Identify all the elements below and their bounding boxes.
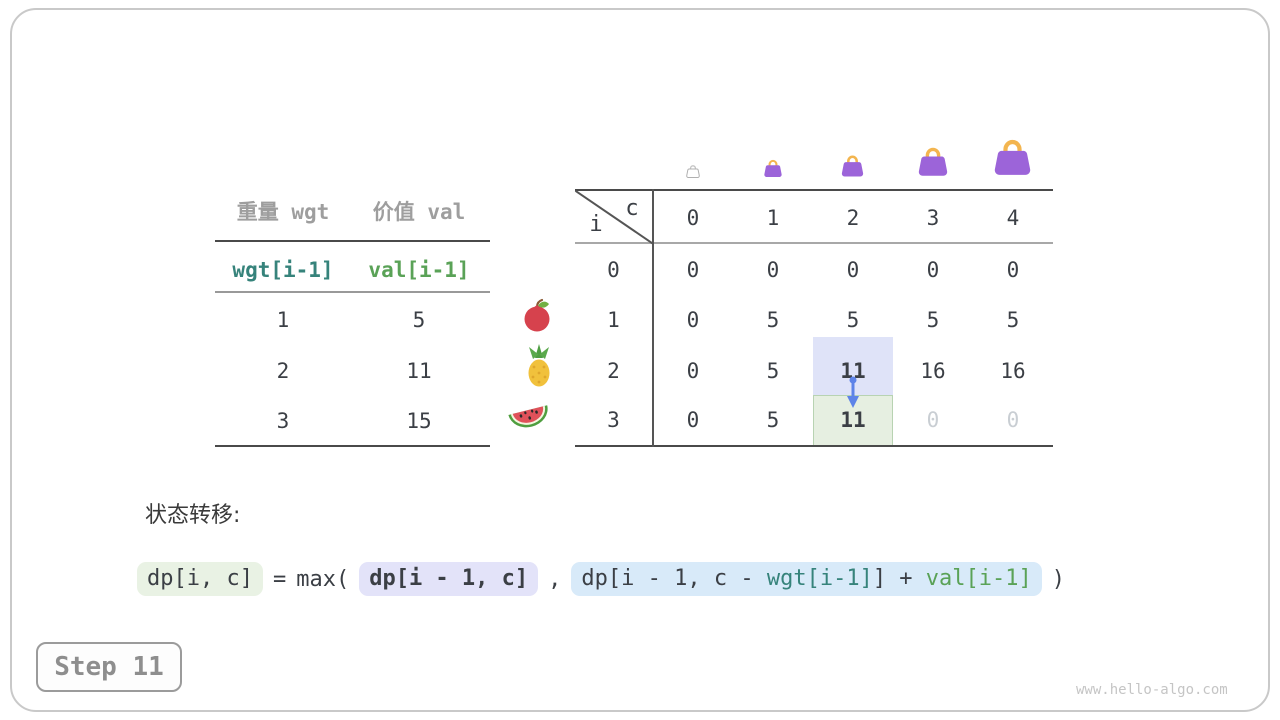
items-index-val: val[i-1] (368, 258, 470, 282)
dp-cell: 0 (686, 359, 700, 383)
dp-col-header: 1 (766, 205, 780, 230)
dp-cell: 0 (846, 258, 860, 282)
items-table-rule-mid (215, 291, 490, 293)
watermark: www.hello-algo.com (1076, 682, 1228, 698)
items-table-rule-top (215, 240, 490, 242)
bag-icon-capacity-2 (841, 155, 864, 177)
dp-rule-bottom (575, 445, 1053, 447)
formula-comma: , (548, 566, 562, 592)
dp-cell-uncomputed: 0 (926, 408, 940, 432)
formula-arg2-mid: ] + (872, 566, 926, 591)
dp-rule-top (575, 189, 1053, 191)
dp-col-header: 3 (926, 205, 940, 230)
formula-arg1: dp[i - 1, c] (359, 562, 539, 596)
formula-equals: = (272, 566, 287, 592)
formula-arg2-prefix: dp[i - 1, c - (581, 566, 767, 591)
formula-close-paren: ) (1051, 566, 1066, 592)
items-col-header-weight: 重量 wgt (236, 200, 330, 224)
formula-arg2: dp[i - 1, c - wgt[i-1]] + val[i-1] (571, 562, 1042, 596)
items-table-rule-bottom (215, 445, 490, 447)
dp-cell: 5 (766, 408, 780, 432)
item-row-wgt: 2 (276, 359, 290, 383)
bag-icon-capacity-4 (994, 139, 1031, 175)
dp-cell: 0 (766, 258, 780, 282)
dp-cell: 0 (686, 308, 700, 332)
bag-icon-capacity-1 (764, 159, 782, 177)
dp-row-header: 1 (607, 308, 620, 332)
dp-cell: 0 (686, 258, 700, 282)
arrow-down-icon (847, 376, 859, 408)
item-row-val: 15 (406, 409, 432, 433)
dp-col-header: 2 (846, 205, 860, 230)
dp-row-header: 0 (607, 258, 620, 282)
dp-col-header: 4 (1006, 205, 1020, 230)
dp-cell: 5 (1006, 308, 1020, 332)
dp-axis-label-i: i (589, 212, 603, 237)
dp-row-header: 3 (607, 408, 620, 432)
dp-cell: 5 (926, 308, 940, 332)
dp-cell: 5 (766, 359, 780, 383)
dp-cell: 0 (1006, 258, 1020, 282)
dp-cell: 0 (686, 408, 700, 432)
dp-row-header: 2 (607, 359, 620, 383)
dp-axis-label-c: c (625, 196, 639, 221)
pineapple-icon (528, 344, 550, 387)
dp-rule-vertical (652, 189, 654, 447)
dp-cell: 16 (920, 359, 946, 383)
watermelon-icon (508, 405, 548, 428)
items-index-wgt: wgt[i-1] (232, 258, 334, 282)
item-row-wgt: 3 (276, 409, 290, 433)
dp-col-header: 0 (686, 205, 700, 230)
dp-rule-subheader (575, 242, 1053, 244)
items-col-header-value: 价值 val (372, 200, 466, 224)
formula-lhs: dp[i, c] (137, 562, 263, 596)
apple-icon (524, 298, 550, 332)
state-transition-label: 状态转移: (145, 503, 241, 528)
dp-cell-current: 11 (840, 408, 866, 432)
dp-cell: 5 (766, 308, 780, 332)
formula-arg2-wgt: wgt[i-1] (766, 566, 873, 591)
item-row-val: 5 (412, 308, 426, 332)
bag-icon-capacity-0 (686, 165, 700, 179)
dp-cell: 16 (1000, 359, 1026, 383)
dp-cell: 5 (846, 308, 860, 332)
step-badge: Step 11 (36, 642, 182, 692)
bag-icon-capacity-3 (918, 147, 948, 176)
dp-cell: 0 (926, 258, 940, 282)
formula-max-open: max( (296, 566, 350, 592)
item-row-wgt: 1 (276, 308, 290, 332)
dp-cell-uncomputed: 0 (1006, 408, 1020, 432)
item-row-val: 11 (406, 359, 432, 383)
state-transition-formula: dp[i, c] = max( dp[i - 1, c] , dp[i - 1,… (137, 562, 1065, 596)
formula-arg2-val: val[i-1] (925, 566, 1032, 591)
